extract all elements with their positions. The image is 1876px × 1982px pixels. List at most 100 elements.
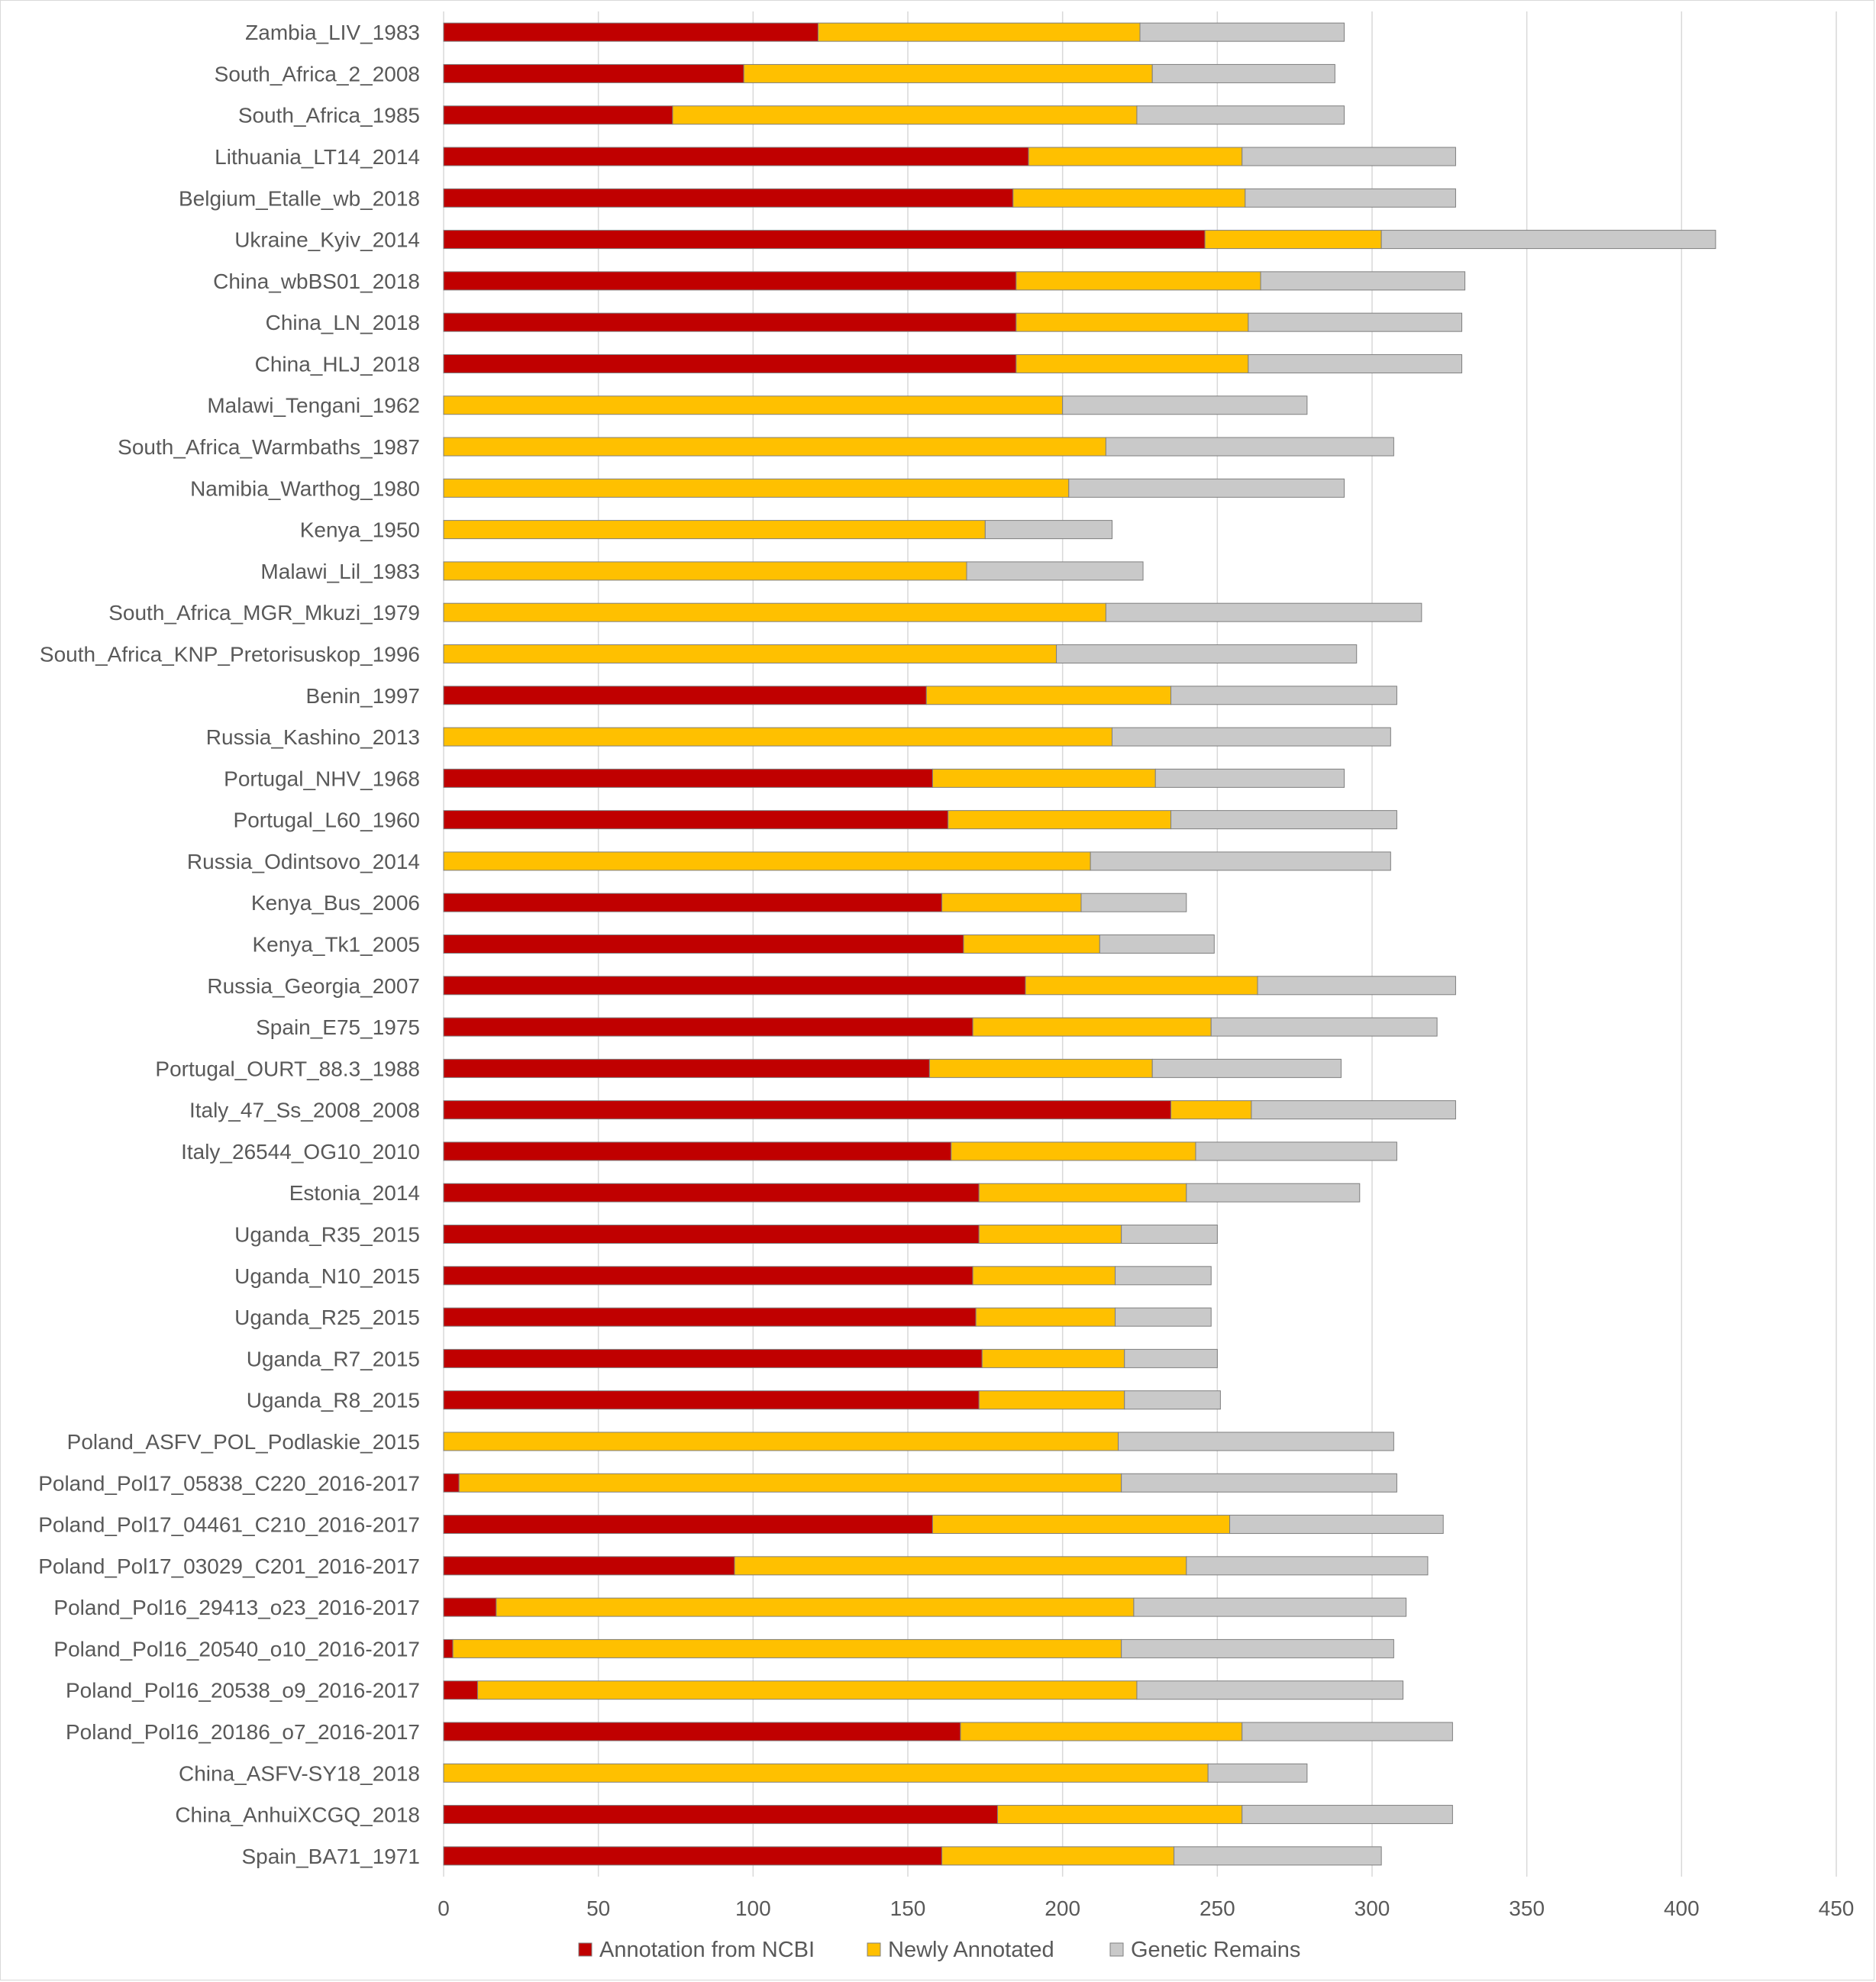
bar-segment (928, 1058, 1153, 1078)
legend: Annotation from NCBI Newly Annotated Genet… (578, 1938, 1300, 1962)
bar-segment (951, 1141, 1196, 1161)
bar-segment (1154, 768, 1345, 788)
bar-segment (1136, 1680, 1404, 1700)
category-label: Spain_BA71_1971 (241, 1845, 420, 1868)
bar-segment (1062, 395, 1308, 415)
bar-segment (1210, 1017, 1438, 1037)
bar-segment (1170, 1100, 1252, 1120)
bar-segment (960, 1722, 1243, 1742)
bar-segment (443, 727, 1113, 747)
bar-segment (1015, 271, 1261, 291)
bar-segment (1118, 1432, 1394, 1451)
category-label: South_Africa_Warmbaths_1987 (118, 435, 420, 459)
category-label: China_ASFV-SY18_2018 (179, 1761, 420, 1785)
bar-segment (1139, 22, 1345, 42)
category-label: Italy_47_Ss_2008_2008 (189, 1099, 420, 1122)
bar-segment (978, 1390, 1125, 1410)
bar-segment (477, 1680, 1138, 1700)
category-label: Namibia_Warthog_1980 (190, 476, 420, 500)
bar-segment (443, 147, 1029, 166)
category-label: China_LN_2018 (266, 311, 420, 334)
x-tick-label: 0 (438, 1896, 450, 1920)
bar-segment (981, 1348, 1125, 1368)
bar-segment (443, 810, 949, 830)
category-label: Russia_Georgia_2007 (207, 974, 420, 998)
category-label: South_Africa_2_2008 (215, 62, 420, 86)
bar-segment (1242, 147, 1456, 166)
category-label: Russia_Kashino_2013 (206, 725, 420, 749)
x-tick-label: 450 (1819, 1896, 1855, 1920)
bar-segment (443, 1846, 943, 1866)
category-label: South_Africa_MGR_Mkuzi_1979 (108, 601, 420, 625)
bar-segment (932, 1515, 1231, 1535)
bar-segment (443, 1473, 460, 1493)
bar-segment (443, 188, 1014, 208)
category-label: Poland_Pol17_03029_C201_2016-2017 (38, 1554, 420, 1578)
bar-segment (1112, 727, 1391, 747)
bar-segment (948, 810, 1172, 830)
bar-segment (443, 353, 1017, 373)
category-label: Poland_Pol17_05838_C220_2016-2017 (38, 1471, 420, 1495)
legend-swatch (867, 1942, 881, 1957)
bar-segment (941, 893, 1082, 912)
x-tick-label: 300 (1355, 1896, 1390, 1920)
x-tick-label: 50 (586, 1896, 610, 1920)
bar-segment (443, 976, 1026, 996)
bar-segment (925, 686, 1172, 705)
category-label: Uganda_R25_2015 (234, 1306, 420, 1329)
bar-segment (443, 768, 933, 788)
bar-segment (443, 271, 1017, 291)
legend-swatch (1109, 1942, 1124, 1957)
bar-segment (443, 935, 964, 954)
bar-segment (1105, 602, 1422, 622)
bar-segment (443, 22, 819, 42)
bar-segment (1248, 353, 1463, 373)
bar-segment (743, 63, 1153, 83)
x-axis-ticks: 0 50 100 150 200 250 300 350 400 450 (438, 1896, 1854, 1920)
category-label: Portugal_L60_1960 (234, 809, 420, 832)
legend-label: Annotation from NCBI (599, 1938, 815, 1962)
bar-segment (443, 644, 1057, 663)
bar-segment (1170, 810, 1397, 830)
category-label: Belgium_Etalle_wb_2018 (179, 186, 420, 210)
category-label: Italy_26544_OG10_2010 (181, 1140, 420, 1164)
bar-segment (443, 1638, 454, 1658)
category-label: China_HLJ_2018 (255, 352, 420, 376)
bar-segment (1174, 1846, 1382, 1866)
bar-segment (443, 1183, 980, 1202)
bar-segment (452, 1638, 1122, 1658)
category-labels: Zambia_LIV_1983 South_Africa_2_2008 South_… (38, 21, 420, 1868)
category-label: Kenya_1950 (300, 518, 420, 542)
legend-label: Newly Annotated (888, 1938, 1054, 1962)
bar-segment (443, 1266, 974, 1286)
bar-segment (1186, 1183, 1361, 1202)
bar-segment (1195, 1141, 1397, 1161)
category-label: Uganda_R7_2015 (247, 1347, 420, 1370)
bar-segment (963, 935, 1100, 954)
x-tick-label: 350 (1509, 1896, 1545, 1920)
bar-segment (1207, 1763, 1308, 1783)
bar-segment (1186, 1556, 1429, 1576)
bar-segment (972, 1017, 1212, 1037)
bar-segment (443, 893, 943, 912)
bar-segment (443, 437, 1106, 457)
category-label: Kenya_Tk1_2005 (252, 933, 420, 957)
bar-segment (1204, 230, 1382, 250)
category-label: Lithuania_LT14_2014 (215, 145, 420, 169)
bar-segment (932, 768, 1156, 788)
bar-segment (443, 105, 673, 125)
bar-segment (966, 561, 1144, 581)
category-label: Estonia_2014 (289, 1181, 420, 1205)
bar-segment (1151, 63, 1335, 83)
bar-segment (443, 851, 1091, 871)
bar-segment (1124, 1390, 1221, 1410)
bar-segment (1121, 1225, 1218, 1244)
category-label: Poland_Pol16_20186_o7_2016-2017 (66, 1720, 420, 1744)
bar-segment (972, 1266, 1116, 1286)
bar-segment (458, 1473, 1122, 1493)
bar-segment (443, 1348, 983, 1368)
bar-segment (496, 1597, 1135, 1617)
category-label: South_Africa_1985 (238, 104, 420, 128)
category-label: Poland_ASFV_POL_Podlaskie_2015 (67, 1430, 420, 1454)
